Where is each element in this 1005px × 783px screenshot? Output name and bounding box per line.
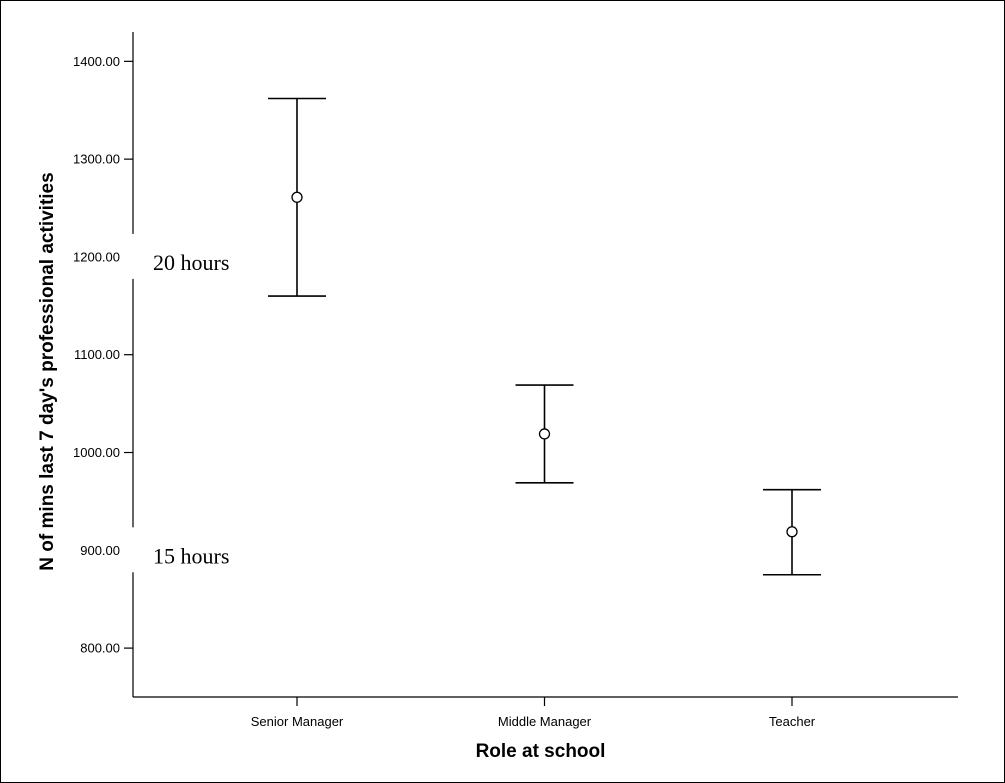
x-ticks: Senior Manager Middle Manager Teacher <box>251 697 816 729</box>
x-tick-label: Middle Manager <box>498 714 592 729</box>
error-bar <box>515 384 574 484</box>
annotations: 20 hours 15 hours <box>122 233 252 573</box>
hours-annotation: 15 hours <box>122 527 252 573</box>
y-tick-label: 1100.00 <box>74 347 120 362</box>
annotation-text: 15 hours <box>153 543 229 568</box>
y-tick-label: 900.00 <box>80 543 120 558</box>
y-tick-label: 1300.00 <box>73 152 120 167</box>
y-tick-label: 800.00 <box>80 641 120 656</box>
error-bars <box>268 97 821 576</box>
mean-point <box>786 526 798 538</box>
y-tick-label: 1000.00 <box>73 445 120 460</box>
annotation-background <box>122 527 252 573</box>
annotation-background <box>122 233 252 279</box>
error-bar <box>763 488 821 576</box>
mean-point <box>291 191 303 203</box>
x-axis-title: Role at school <box>476 741 606 762</box>
axes <box>132 32 958 698</box>
mean-point <box>538 428 551 440</box>
y-ticks: 800.00 900.00 1000.00 1100.00 1200.00 1300.00… <box>73 54 133 656</box>
y-axis-title: N of mins last 7 day's professional acti… <box>37 172 58 570</box>
hours-annotation: 20 hours <box>122 233 252 279</box>
x-tick-label: Senior Manager <box>251 714 344 729</box>
x-tick-label: Teacher <box>769 714 816 729</box>
annotation-text: 20 hours <box>153 250 229 275</box>
y-tick-label: 1200.00 <box>73 249 120 264</box>
y-tick-label: 1400.00 <box>73 54 120 69</box>
error-bar <box>268 97 326 297</box>
